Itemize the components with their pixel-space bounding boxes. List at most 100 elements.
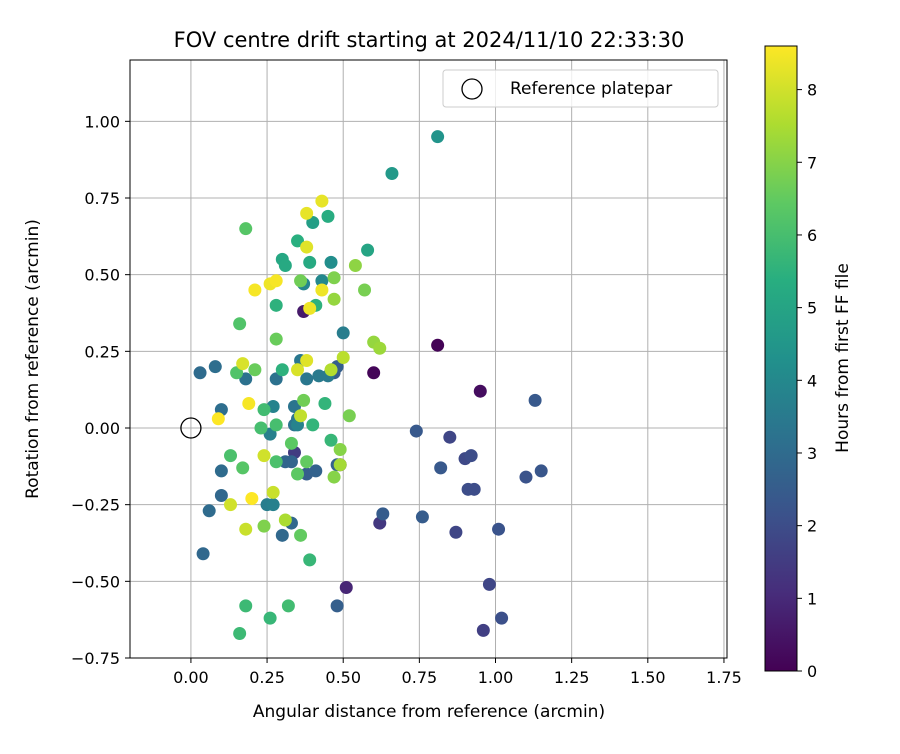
y-axis-label: Rotation from reference (arcmin) [23, 219, 43, 499]
data-point [224, 498, 238, 512]
data-point [467, 482, 481, 496]
reference-platepar-marker [180, 417, 202, 439]
data-point [266, 498, 280, 512]
data-point [476, 623, 490, 637]
x-axis-ticks: 0.00 0.25 0.50 0.75 1.00 1.25 1.50 1.75 [173, 658, 742, 687]
data-point [254, 421, 268, 435]
data-point [230, 366, 244, 380]
data-point [309, 464, 323, 478]
colorbar [764, 45, 798, 672]
colorbar-tick-label: 4 [807, 371, 817, 390]
data-point [284, 436, 298, 450]
data-point [236, 357, 250, 371]
y-tick-label: 0.00 [84, 419, 120, 438]
data-point [303, 553, 317, 567]
data-point [257, 519, 271, 533]
data-point [257, 403, 271, 417]
data-point [303, 301, 317, 315]
chart-title: FOV centre drift starting at 2024/11/10 … [174, 28, 685, 52]
y-tick-label: 0.75 [84, 189, 120, 208]
x-tick-label: 0.75 [402, 668, 438, 687]
data-point [315, 194, 329, 208]
data-point [248, 283, 262, 297]
data-point [214, 488, 228, 502]
data-point [224, 449, 238, 463]
data-point [263, 427, 277, 441]
data-point [528, 393, 542, 407]
data-point [294, 528, 308, 542]
data-point [443, 430, 457, 444]
data-point [385, 166, 399, 180]
colorbar-label: Hours from first FF file [833, 263, 853, 453]
data-point [248, 363, 262, 377]
data-point [306, 216, 320, 230]
data-point [361, 243, 375, 257]
legend-box [442, 69, 719, 108]
data-point [257, 449, 271, 463]
data-point [373, 341, 387, 355]
data-point [358, 283, 372, 297]
y-tick-label: 0.25 [84, 342, 120, 361]
colorbar-tick-label: 6 [807, 226, 817, 245]
data-point [330, 599, 344, 613]
data-point [336, 326, 350, 340]
data-point [291, 467, 305, 481]
data-point [492, 522, 506, 536]
data-point [269, 298, 283, 312]
colorbar-tick-label: 3 [807, 444, 817, 463]
data-point [431, 338, 445, 352]
data-point [291, 234, 305, 248]
data-point [294, 409, 308, 423]
data-point [242, 396, 256, 410]
data-point [409, 424, 423, 438]
data-point [431, 130, 445, 144]
x-tick-label: 1.25 [554, 668, 590, 687]
data-point [327, 292, 341, 306]
data-point [239, 522, 253, 536]
data-point [519, 470, 533, 484]
colorbar-tick-label: 5 [807, 299, 817, 318]
data-point [318, 396, 332, 410]
data-point [239, 222, 253, 236]
data-point [269, 372, 283, 386]
y-tick-label: −0.25 [71, 496, 120, 515]
data-point [233, 626, 247, 640]
data-point [193, 366, 207, 380]
data-point [202, 504, 216, 518]
data-point [300, 372, 314, 386]
data-point [342, 409, 356, 423]
data-point [315, 274, 329, 288]
colorbar-tick-label: 8 [807, 81, 817, 100]
data-point [303, 255, 317, 269]
data-point [239, 599, 253, 613]
y-tick-label: −0.75 [71, 649, 120, 668]
legend: Reference platepar [442, 69, 719, 108]
data-point [336, 350, 350, 364]
x-tick-label: 0.25 [249, 668, 285, 687]
data-point [300, 455, 314, 469]
y-tick-label: 1.00 [84, 112, 120, 131]
data-point [315, 283, 329, 297]
x-tick-label: 1.75 [706, 668, 742, 687]
data-point [321, 209, 335, 223]
data-point [278, 513, 292, 527]
data-point [236, 461, 250, 475]
data-point [333, 442, 347, 456]
data-point [297, 393, 311, 407]
data-point [324, 433, 338, 447]
data-point [367, 366, 381, 380]
data-point [214, 464, 228, 478]
colorbar-ticks: 0 1 2 3 4 5 6 7 8 [797, 81, 817, 681]
data-point [278, 258, 292, 272]
x-tick-label: 1.50 [630, 668, 666, 687]
data-point [269, 455, 283, 469]
x-tick-label: 1.00 [478, 668, 514, 687]
data-point [287, 400, 301, 414]
x-tick-label: 0.50 [325, 668, 361, 687]
data-point [269, 418, 283, 432]
data-point [495, 611, 509, 625]
y-tick-label: −0.50 [71, 572, 120, 591]
data-point [275, 363, 289, 377]
data-points [180, 130, 548, 640]
data-point [312, 369, 326, 383]
